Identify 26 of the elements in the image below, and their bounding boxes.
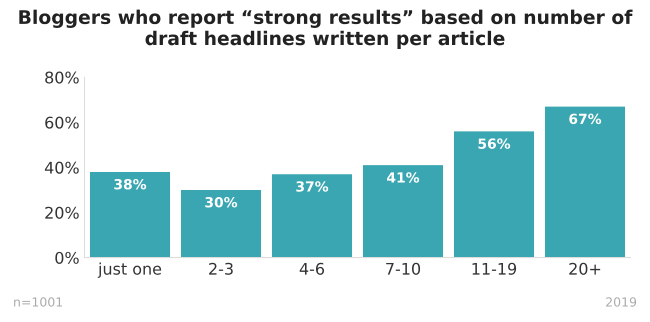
bar bbox=[454, 131, 534, 258]
data-label: 41% bbox=[387, 172, 420, 183]
bar bbox=[362, 165, 444, 258]
y-tick-label: 20% bbox=[45, 206, 79, 219]
x-tick-label: 2-3 bbox=[209, 262, 233, 275]
data-label: 38% bbox=[114, 178, 146, 190]
text: 2019 bbox=[606, 297, 636, 307]
bar bbox=[272, 174, 352, 258]
x-tick-label: 7-10 bbox=[386, 262, 420, 275]
data-label: 56% bbox=[478, 138, 510, 149]
x-tick-label: 4-6 bbox=[300, 262, 324, 275]
x-tick-label: just one bbox=[98, 262, 162, 278]
bar bbox=[544, 106, 626, 258]
data-label: 30% bbox=[205, 196, 238, 208]
y-tick-label: 40% bbox=[44, 162, 79, 174]
text: n=1001 bbox=[14, 297, 62, 307]
bar bbox=[180, 190, 262, 258]
x-tick-label: 20+ bbox=[569, 262, 600, 275]
data-label: 37% bbox=[296, 181, 328, 192]
data-label: 67% bbox=[569, 114, 602, 124]
y-tick-label: 80% bbox=[45, 71, 79, 84]
x-tick-label: 11-19 bbox=[472, 262, 516, 275]
bar bbox=[90, 172, 170, 258]
y-tick-label: 60% bbox=[45, 116, 79, 129]
chart-title: Bloggers who report “strong results” based on number of draft headlines written per article bbox=[19, 10, 633, 49]
y-tick-label: 0% bbox=[55, 252, 79, 264]
